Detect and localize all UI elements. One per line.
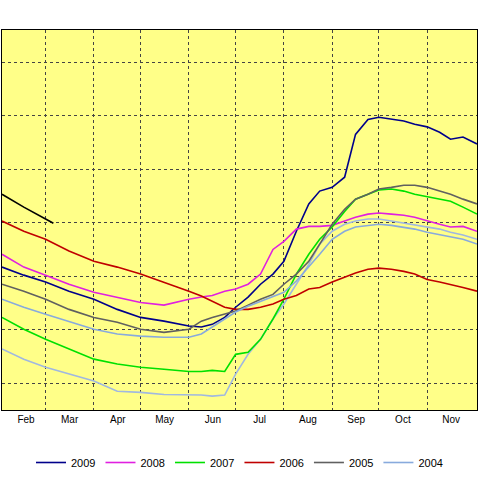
svg-text:Sep: Sep <box>347 414 365 425</box>
svg-text:Apr: Apr <box>110 414 126 425</box>
svg-text:Mar: Mar <box>61 414 79 425</box>
svg-text:2006: 2006 <box>279 457 303 469</box>
svg-text:May: May <box>155 414 174 425</box>
svg-text:Jul: Jul <box>253 414 266 425</box>
svg-text:2007: 2007 <box>210 457 234 469</box>
svg-text:2009: 2009 <box>71 457 95 469</box>
svg-text:2005: 2005 <box>349 457 373 469</box>
svg-text:Jun: Jun <box>205 414 221 425</box>
svg-text:Nov: Nov <box>442 414 460 425</box>
svg-text:Feb: Feb <box>17 414 35 425</box>
svg-text:Oct: Oct <box>395 414 411 425</box>
svg-text:2004: 2004 <box>418 457 442 469</box>
svg-text:Aug: Aug <box>299 414 317 425</box>
svg-text:2008: 2008 <box>140 457 164 469</box>
